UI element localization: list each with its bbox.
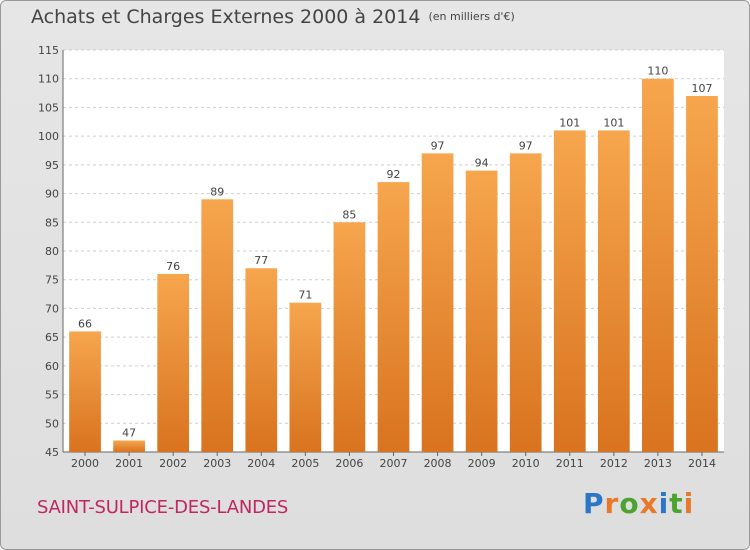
bar bbox=[553, 130, 586, 452]
bar-value-label: 76 bbox=[166, 260, 180, 273]
x-tick-label: 2007 bbox=[380, 457, 408, 470]
y-tick-label: 70 bbox=[45, 302, 59, 315]
logo-letter: r bbox=[604, 487, 620, 520]
x-tick-label: 2008 bbox=[424, 457, 452, 470]
bar-value-label: 71 bbox=[298, 289, 312, 302]
bar bbox=[509, 153, 542, 452]
bar bbox=[642, 78, 674, 452]
y-tick-label: 100 bbox=[38, 130, 59, 143]
bar-value-label: 101 bbox=[603, 116, 624, 129]
bar-value-label: 77 bbox=[254, 254, 268, 267]
x-tick-label: 2001 bbox=[115, 457, 143, 470]
y-tick-label: 45 bbox=[45, 446, 59, 459]
x-tick-label: 2000 bbox=[71, 457, 99, 470]
x-tick-label: 2005 bbox=[291, 457, 319, 470]
title-text: Achats et Charges Externes 2000 à 2014 bbox=[31, 6, 421, 28]
unit-label: (en milliers d'€) bbox=[428, 10, 515, 23]
bar-value-label: 66 bbox=[78, 317, 92, 330]
proxiti-logo: Proxiti bbox=[583, 487, 694, 520]
x-tick-label: 2006 bbox=[335, 457, 363, 470]
y-tick-label: 50 bbox=[45, 417, 59, 430]
bar bbox=[201, 199, 234, 452]
x-tick-label: 2013 bbox=[644, 457, 672, 470]
logo-letter: t bbox=[669, 487, 684, 520]
y-tick-label: 90 bbox=[45, 188, 59, 201]
bar bbox=[333, 222, 366, 452]
chart-title: Achats et Charges Externes 2000 à 2014 (e… bbox=[31, 6, 515, 28]
y-tick-label: 110 bbox=[38, 73, 59, 86]
x-tick-label: 2011 bbox=[556, 457, 584, 470]
y-tick-label: 105 bbox=[38, 101, 59, 114]
y-tick-label: 115 bbox=[38, 44, 59, 57]
bar-value-label: 92 bbox=[387, 168, 401, 181]
y-tick-label: 55 bbox=[45, 389, 59, 402]
logo-letter: o bbox=[619, 487, 640, 520]
x-tick-label: 2003 bbox=[203, 457, 231, 470]
bar bbox=[245, 268, 278, 452]
y-tick-label: 95 bbox=[45, 159, 59, 172]
y-tick-label: 60 bbox=[45, 360, 59, 373]
logo-letter: x bbox=[639, 487, 659, 520]
location-label: SAINT-SULPICE-DES-LANDES bbox=[37, 497, 289, 518]
bar-value-label: 97 bbox=[431, 139, 445, 152]
bar bbox=[289, 302, 322, 452]
bar-value-label: 101 bbox=[559, 116, 580, 129]
logo-letter: i bbox=[683, 487, 695, 520]
bar bbox=[113, 440, 145, 452]
y-tick-label: 80 bbox=[45, 245, 59, 258]
bar bbox=[597, 130, 630, 452]
bar-value-label: 94 bbox=[475, 157, 489, 170]
bar bbox=[686, 95, 718, 452]
bar bbox=[69, 331, 101, 452]
logo-letter: P bbox=[583, 487, 605, 520]
logo-letter: i bbox=[658, 487, 670, 520]
x-tick-label: 2014 bbox=[688, 457, 716, 470]
bar-value-label: 85 bbox=[342, 208, 356, 221]
bar-value-label: 89 bbox=[210, 185, 224, 198]
bar-value-label: 107 bbox=[691, 82, 712, 95]
x-tick-label: 2002 bbox=[159, 457, 187, 470]
x-tick-label: 2012 bbox=[600, 457, 628, 470]
bar-value-label: 47 bbox=[122, 427, 136, 440]
bar-value-label: 110 bbox=[647, 65, 668, 78]
x-tick-label: 2009 bbox=[468, 457, 496, 470]
bar-value-label: 97 bbox=[519, 139, 533, 152]
y-tick-label: 75 bbox=[45, 274, 59, 287]
bar bbox=[421, 153, 454, 452]
bar bbox=[465, 170, 498, 452]
bar bbox=[157, 273, 190, 452]
y-tick-label: 65 bbox=[45, 331, 59, 344]
x-tick-label: 2004 bbox=[247, 457, 275, 470]
bar bbox=[377, 182, 410, 453]
x-tick-label: 2010 bbox=[512, 457, 540, 470]
y-tick-label: 85 bbox=[45, 216, 59, 229]
